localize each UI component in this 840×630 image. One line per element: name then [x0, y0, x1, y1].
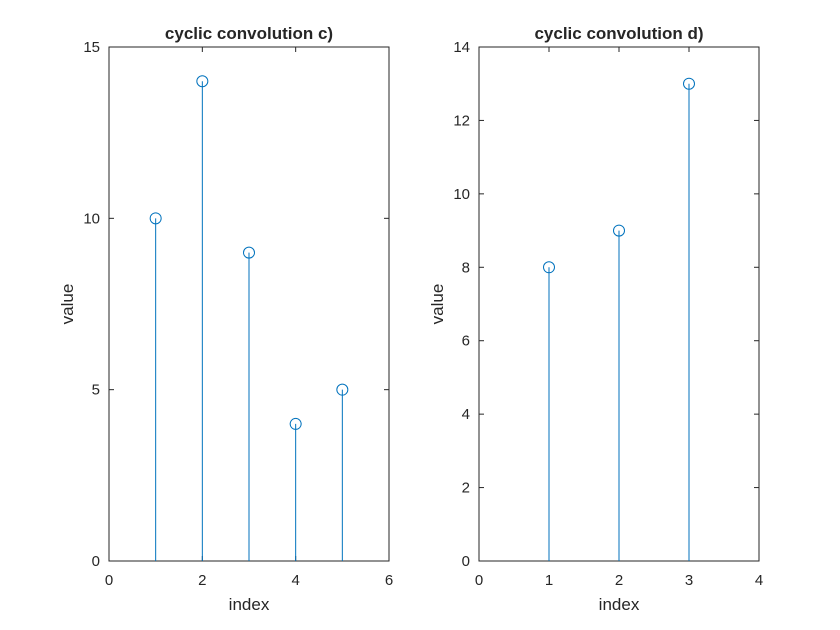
subplot-left: 0 2 4 6 0 5 10 15 cyclic convolution c) index valu…	[58, 24, 393, 614]
x-tick-label: 0	[105, 572, 113, 589]
y-tick-label: 10	[83, 210, 100, 227]
x-tick-label: 3	[685, 572, 693, 589]
stem-marker	[336, 383, 349, 396]
chart-title: cyclic convolution d)	[534, 24, 703, 43]
stem-marker	[196, 75, 209, 88]
stem-marker	[543, 261, 555, 274]
y-tick-label: 4	[462, 406, 470, 423]
stem-marker	[149, 212, 162, 225]
stem-marker	[289, 417, 302, 430]
x-tick-label: 4	[291, 572, 299, 589]
y-tick-label: 2	[462, 480, 470, 497]
y-axis-label: value	[428, 284, 447, 325]
y-axis-label: value	[58, 284, 77, 325]
x-axis-label: index	[599, 595, 640, 614]
stem-marker	[243, 246, 255, 259]
x-tick-label: 2	[615, 572, 623, 589]
x-tick-label: 1	[545, 572, 553, 589]
chart-title: cyclic convolution c)	[165, 24, 333, 43]
y-tick-label: 5	[92, 382, 100, 399]
stem-marker	[613, 224, 625, 237]
x-tick-label: 4	[755, 572, 763, 589]
y-tick-label: 15	[83, 39, 100, 56]
y-tick-label: 12	[453, 112, 470, 129]
y-tick-label: 0	[462, 553, 470, 570]
stem-marker	[683, 77, 695, 90]
y-tick-label: 10	[453, 186, 470, 203]
y-tick-label: 14	[453, 39, 470, 56]
x-tick-label: 0	[475, 572, 483, 589]
y-tick-label: 8	[462, 259, 470, 276]
y-tick-label: 0	[92, 553, 100, 570]
x-axis-label: index	[229, 595, 270, 614]
x-tick-label: 6	[385, 572, 393, 589]
x-tick-label: 2	[198, 572, 206, 589]
y-tick-label: 6	[462, 333, 470, 350]
